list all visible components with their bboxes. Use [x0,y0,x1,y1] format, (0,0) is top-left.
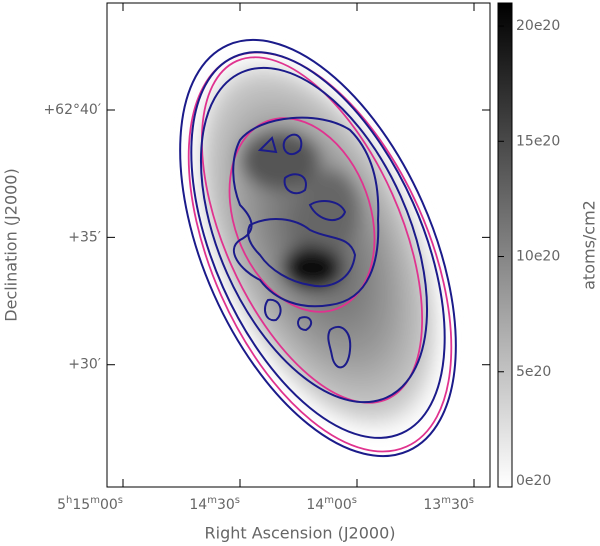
colorbar-tick-label: 20e20 [516,18,560,34]
x-tick-label: 14m00s [306,495,357,513]
x-tick-label: 5h15m00s [57,495,123,513]
y-axis-label: Declination (J2000) [2,168,21,321]
x-tick-label: 13m30s [423,495,474,513]
colorbar-tick-label: 0e20 [516,473,551,489]
colorbar-label: atoms/cm2 [580,200,599,290]
colorbar-tick-label: 10e20 [516,249,560,265]
colorbar-tick-label: 15e20 [516,133,560,149]
y-tick-label: +62°40′ [43,102,101,118]
image [107,3,490,487]
y-tick-label: +35′ [68,229,101,245]
colorbar-tick-label: 5e20 [516,364,551,380]
y-tick-label: +30′ [68,357,101,373]
x-tick-label: 14m30s [189,495,240,513]
plot-frame [106,2,491,488]
x-axis-label: Right Ascension (J2000) [205,524,396,543]
colorbar [497,2,513,488]
